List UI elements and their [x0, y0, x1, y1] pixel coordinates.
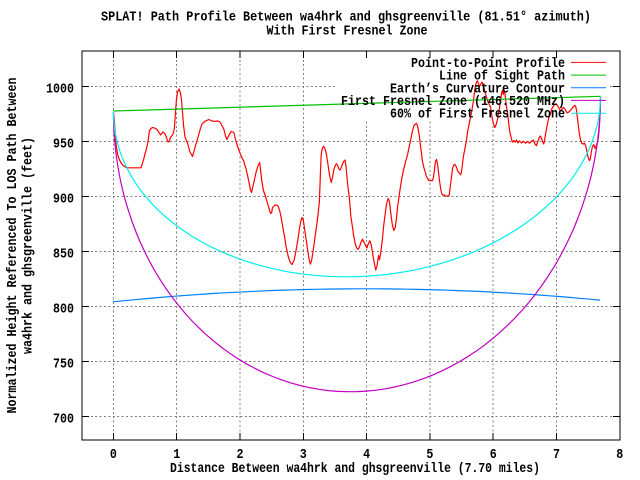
svg-text:1000: 1000 [46, 82, 74, 98]
svg-text:950: 950 [53, 137, 74, 153]
svg-text:750: 750 [53, 357, 74, 373]
svg-text:Normalized Height Referenced T: Normalized Height Referenced To LOS Path… [5, 78, 21, 414]
svg-text:wa4hrk and ghsgreenville (feet: wa4hrk and ghsgreenville (feet) [21, 137, 37, 354]
svg-text:SPLAT! Path Profile Between wa: SPLAT! Path Profile Between wa4hrk and g… [101, 10, 591, 26]
svg-text:800: 800 [53, 302, 74, 318]
svg-text:850: 850 [53, 247, 74, 263]
svg-text:Point-to-Point Profile: Point-to-Point Profile [411, 56, 565, 72]
svg-text:First Fresnel Zone (146.520 MH: First Fresnel Zone (146.520 MHz) [341, 94, 565, 110]
svg-text:Earth’s Curvature Contour: Earth’s Curvature Contour [390, 81, 565, 97]
svg-text:4: 4 [363, 447, 370, 463]
svg-text:60% of First Fresnel Zone: 60% of First Fresnel Zone [390, 107, 565, 123]
svg-text:Distance Between wa4hrk and gh: Distance Between wa4hrk and ghsgreenvill… [170, 461, 540, 477]
svg-text:900: 900 [53, 192, 74, 208]
svg-text:1: 1 [173, 447, 180, 463]
svg-text:With First Fresnel Zone: With First Fresnel Zone [267, 24, 428, 40]
svg-text:8: 8 [616, 447, 623, 463]
svg-text:7: 7 [553, 447, 560, 463]
svg-text:5: 5 [426, 447, 433, 463]
svg-text:3: 3 [300, 447, 307, 463]
svg-text:0: 0 [110, 447, 117, 463]
svg-text:6: 6 [490, 447, 497, 463]
svg-text:700: 700 [53, 412, 74, 428]
svg-text:Line of Sight Path: Line of Sight Path [439, 69, 565, 85]
svg-text:2: 2 [237, 447, 244, 463]
